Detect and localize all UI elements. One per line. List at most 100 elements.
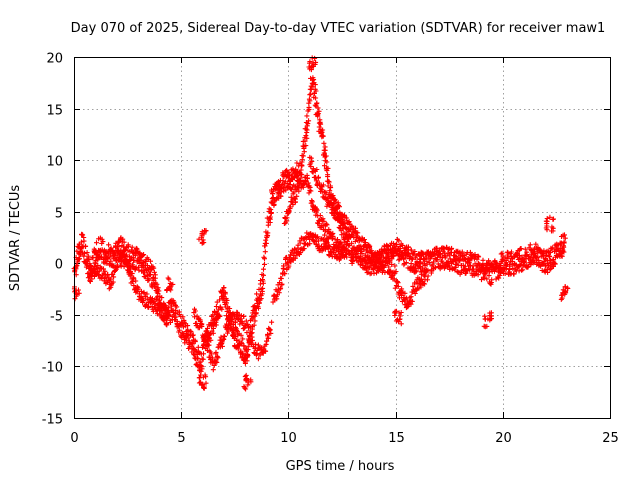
data-point bbox=[92, 259, 98, 265]
data-point bbox=[139, 267, 145, 273]
data-point bbox=[157, 311, 163, 317]
data-point bbox=[308, 91, 314, 97]
data-point bbox=[294, 174, 300, 179]
data-point bbox=[361, 237, 367, 242]
data-point bbox=[241, 343, 247, 349]
data-point bbox=[320, 182, 326, 188]
data-point bbox=[314, 207, 320, 213]
data-point bbox=[379, 246, 385, 252]
data-point bbox=[166, 276, 172, 282]
data-point bbox=[547, 214, 553, 220]
data-point bbox=[176, 327, 182, 333]
data-point bbox=[146, 277, 152, 283]
data-point bbox=[446, 252, 452, 258]
data-point bbox=[499, 250, 505, 256]
data-point bbox=[200, 374, 206, 380]
data-point bbox=[240, 351, 246, 357]
data-point bbox=[391, 241, 397, 247]
data-point bbox=[196, 236, 202, 242]
data-point bbox=[369, 248, 375, 254]
data-point bbox=[185, 323, 191, 329]
data-point bbox=[130, 279, 136, 285]
data-point bbox=[322, 163, 327, 169]
data-point bbox=[408, 247, 414, 253]
data-point bbox=[392, 263, 398, 269]
data-point bbox=[164, 313, 170, 319]
data-point bbox=[304, 135, 310, 141]
data-point bbox=[124, 260, 130, 266]
data-point bbox=[480, 274, 486, 280]
data-point bbox=[199, 382, 205, 388]
data-point bbox=[121, 239, 127, 245]
data-point bbox=[489, 277, 495, 283]
data-point bbox=[536, 257, 542, 263]
data-point bbox=[296, 188, 302, 194]
data-point bbox=[344, 238, 350, 244]
data-point bbox=[180, 314, 186, 320]
data-point bbox=[262, 256, 267, 262]
data-point bbox=[467, 249, 473, 255]
data-point bbox=[402, 290, 408, 296]
data-point bbox=[405, 304, 411, 310]
data-point bbox=[274, 296, 280, 302]
data-point bbox=[270, 191, 276, 197]
data-point bbox=[237, 316, 243, 322]
data-point bbox=[251, 322, 257, 328]
data-point bbox=[244, 330, 250, 336]
data-point bbox=[133, 252, 139, 258]
data-point bbox=[313, 95, 319, 101]
data-point bbox=[222, 334, 227, 339]
data-point bbox=[353, 225, 358, 231]
data-point bbox=[197, 359, 203, 365]
data-point bbox=[189, 340, 195, 346]
data-point bbox=[149, 303, 155, 309]
data-point bbox=[192, 339, 198, 345]
x-tick-label: 0 bbox=[70, 431, 78, 446]
data-point bbox=[199, 234, 205, 240]
data-point bbox=[550, 245, 556, 251]
data-point bbox=[535, 250, 541, 256]
data-point bbox=[454, 269, 460, 275]
data-point bbox=[413, 268, 419, 274]
data-point bbox=[327, 188, 333, 194]
data-point bbox=[492, 268, 497, 274]
data-point bbox=[498, 270, 504, 275]
data-point bbox=[213, 349, 219, 355]
data-point bbox=[245, 353, 251, 359]
data-point bbox=[279, 281, 285, 287]
data-point bbox=[239, 354, 245, 360]
data-point bbox=[286, 169, 292, 175]
data-point bbox=[252, 318, 258, 324]
data-point bbox=[315, 105, 321, 111]
data-point bbox=[344, 254, 350, 260]
data-point bbox=[131, 257, 137, 263]
data-point bbox=[210, 330, 216, 336]
data-point bbox=[106, 242, 112, 248]
data-point bbox=[334, 203, 340, 209]
data-point bbox=[514, 250, 520, 256]
data-point bbox=[210, 355, 216, 361]
data-point bbox=[324, 222, 330, 228]
data-point bbox=[438, 251, 443, 257]
data-point bbox=[505, 250, 511, 256]
data-point bbox=[339, 241, 345, 247]
data-point bbox=[259, 349, 265, 355]
data-point bbox=[321, 140, 327, 146]
data-point bbox=[511, 271, 517, 277]
data-point bbox=[379, 261, 385, 267]
data-point bbox=[318, 186, 324, 192]
x-tick-label: 15 bbox=[388, 431, 405, 446]
data-point bbox=[315, 111, 321, 117]
data-point bbox=[165, 309, 171, 315]
data-point bbox=[129, 271, 135, 277]
data-point bbox=[316, 243, 322, 249]
data-point bbox=[152, 272, 158, 278]
data-point bbox=[215, 355, 221, 361]
data-point bbox=[338, 255, 344, 261]
data-point bbox=[312, 82, 318, 88]
data-point bbox=[170, 300, 176, 306]
data-point bbox=[100, 239, 106, 245]
data-point bbox=[462, 263, 468, 269]
data-point bbox=[382, 263, 388, 268]
data-point bbox=[120, 248, 126, 254]
